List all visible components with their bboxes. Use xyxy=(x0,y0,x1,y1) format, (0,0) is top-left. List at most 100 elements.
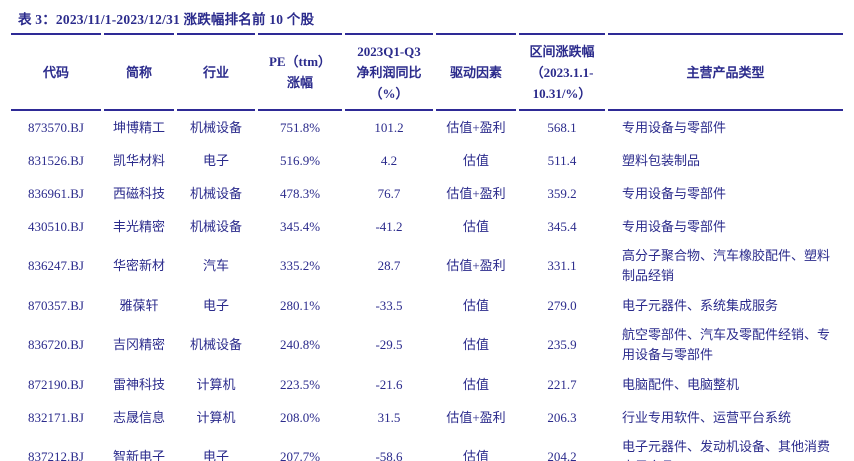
table-body: 873570.BJ 坤博精工 机械设备 751.8% 101.2 估值+盈利 568.1 专用… xyxy=(11,111,843,461)
cell-products: 行业专用软件、运营平台系统 xyxy=(622,409,792,425)
column-header-line: 10.31/%） xyxy=(532,85,592,101)
cell-pe_change: 345.4% xyxy=(279,218,321,234)
column-header-industry: 行业 xyxy=(177,33,255,111)
cell-driver: 估值+盈利 xyxy=(446,258,506,273)
cell-range_change: 511.4 xyxy=(547,152,577,168)
stock-row: 837212.BJ 智新电子 电子 207.7% -58.6 估值 204.2 电子元器件、发… xyxy=(11,434,843,461)
cell-range_change: 206.3 xyxy=(547,409,577,425)
cell-pe_change: 335.2% xyxy=(279,258,321,273)
cell-products: 专用设备与零部件 xyxy=(622,119,727,135)
cell-name: 雅葆轩 xyxy=(119,297,159,313)
cell-products: 专用设备与零部件 xyxy=(622,218,727,234)
cell-code: 837212.BJ xyxy=(11,434,101,461)
cell-profit_yoy: -21.6 xyxy=(375,376,403,392)
cell-industry: 电子 xyxy=(202,152,229,168)
column-header-line: （2023.1.1- xyxy=(530,64,594,80)
cell-profit_yoy: 76.7 xyxy=(377,185,401,201)
cell-pe_change: 516.9% xyxy=(279,152,321,168)
cell-industry: 机械设备 xyxy=(189,337,242,352)
column-header-products: 主营产品类型 xyxy=(608,33,843,111)
cell-code: 836247.BJ xyxy=(28,258,84,273)
cell-code: 836720.BJ xyxy=(28,337,84,352)
cell-profit_yoy: -33.5 xyxy=(375,297,403,313)
column-header-code: 代码 xyxy=(11,33,101,111)
cell-code: 873570.BJ xyxy=(28,119,84,135)
stock-row: 836961.BJ 西磁科技 机械设备 478.3% 76.7 估值+盈利 359.2 专用设… xyxy=(11,177,843,210)
cell-industry: 机械设备 xyxy=(189,218,242,234)
cell-range_change: 204.2 xyxy=(519,434,605,461)
cell-code: 870357.BJ xyxy=(28,297,84,313)
cell-industry: 计算机 xyxy=(196,376,236,392)
cell-range_change: 235.9 xyxy=(547,337,577,352)
column-header-line: PE（ttm） xyxy=(268,54,332,69)
cell-profit_yoy: 31.5 xyxy=(377,409,401,425)
cell-code: 832171.BJ xyxy=(28,409,84,425)
cell-pe_change: 751.8% xyxy=(279,119,321,135)
cell-driver: 估值 xyxy=(436,434,516,461)
header-row: 代码 简称 行业 PE（ttm） 涨幅 2023Q1-Q3 净利润同比 （%） 驱动因素 区间涨跌… xyxy=(11,33,843,111)
top-gainers-table: 代码 简称 行业 PE（ttm） 涨幅 2023Q1-Q3 净利润同比 （%） 驱动因素 区间涨跌… xyxy=(8,33,846,461)
column-header-line: （%） xyxy=(369,85,409,101)
cell-products: 电子元器件、系统集成服务 xyxy=(622,297,779,313)
cell-range_change: 279.0 xyxy=(547,297,577,313)
cell-profit_yoy: 4.2 xyxy=(380,152,398,168)
column-header-line: 区间涨跌幅 xyxy=(529,43,595,59)
cell-driver: 估值 xyxy=(462,218,489,234)
column-header-line: 涨幅 xyxy=(286,75,313,90)
column-header-range_change: 区间涨跌幅 （2023.1.1- 10.31/%） xyxy=(519,33,605,111)
cell-name: 丰光精密 xyxy=(112,218,165,234)
cell-industry: 汽车 xyxy=(202,258,229,273)
cell-pe_change: 207.7% xyxy=(258,434,342,461)
cell-name: 坤博精工 xyxy=(112,119,165,135)
column-header-line: 主营产品类型 xyxy=(686,64,765,80)
cell-pe_change: 240.8% xyxy=(279,337,321,352)
column-header-profit_yoy: 2023Q1-Q3 净利润同比 （%） xyxy=(345,33,433,111)
cell-driver: 估值 xyxy=(462,297,489,313)
stock-row: 430510.BJ 丰光精密 机械设备 345.4% -41.2 估值 345.4 专用设备与… xyxy=(11,210,843,243)
cell-name: 凯华材料 xyxy=(112,152,165,168)
cell-driver: 估值+盈利 xyxy=(446,119,506,135)
column-header-line: 代码 xyxy=(42,64,69,80)
stock-row: 836247.BJ 华密新材 汽车 335.2% 28.7 估值+盈利 331.1 高分子聚合… xyxy=(11,243,843,289)
cell-products: 专用设备与零部件 xyxy=(622,185,727,201)
column-header-pe_change: PE（ttm） 涨幅 xyxy=(258,33,342,111)
table-title: 表 3：2023/11/1-2023/12/31 涨跌幅排名前 10 个股 xyxy=(18,12,315,27)
cell-name: 吉冈精密 xyxy=(112,337,165,352)
column-header-line: 2023Q1-Q3 xyxy=(357,43,421,59)
cell-code: 872190.BJ xyxy=(28,376,84,392)
stock-row: 873570.BJ 坤博精工 机械设备 751.8% 101.2 估值+盈利 568.1 专用… xyxy=(11,111,843,144)
cell-code: 430510.BJ xyxy=(28,218,84,234)
cell-driver: 估值 xyxy=(462,152,489,168)
cell-industry: 机械设备 xyxy=(189,119,242,135)
cell-products: 高分子聚合物、汽车橡胶配件、塑料制品经销 xyxy=(622,248,831,283)
cell-range_change: 331.1 xyxy=(547,258,577,273)
cell-range_change: 568.1 xyxy=(547,119,577,135)
cell-name: 志晟信息 xyxy=(112,409,165,425)
stock-row: 836720.BJ 吉冈精密 机械设备 240.8% -29.5 估值 235.9 航空零部件… xyxy=(11,322,843,368)
cell-range_change: 359.2 xyxy=(547,185,577,201)
cell-industry: 机械设备 xyxy=(189,185,242,201)
column-header-line: 驱动因素 xyxy=(449,64,502,80)
cell-name: 华密新材 xyxy=(112,258,165,273)
column-header-driver: 驱动因素 xyxy=(436,33,516,111)
cell-name: 智新电子 xyxy=(104,434,174,461)
cell-industry: 电子 xyxy=(177,434,255,461)
column-header-line: 简称 xyxy=(125,64,152,80)
cell-driver: 估值 xyxy=(462,376,489,392)
cell-profit_yoy: -58.6 xyxy=(345,434,433,461)
cell-profit_yoy: 101.2 xyxy=(374,119,404,135)
cell-industry: 计算机 xyxy=(196,409,236,425)
cell-name: 雷神科技 xyxy=(112,376,165,392)
cell-pe_change: 208.0% xyxy=(279,409,321,425)
cell-driver: 估值 xyxy=(462,337,489,352)
table-header-row: 代码 简称 行业 PE（ttm） 涨幅 2023Q1-Q3 净利润同比 （%） 驱动因素 区间涨跌… xyxy=(11,33,843,111)
cell-products: 电子元器件、发动机设备、其他消费电子产品 xyxy=(608,434,843,461)
cell-products: 航空零部件、汽车及零配件经销、专用设备与零部件 xyxy=(622,327,831,362)
cell-profit_yoy: -41.2 xyxy=(375,218,403,234)
stock-row: 832171.BJ 志晟信息 计算机 208.0% 31.5 估值+盈利 206.3 行业专用… xyxy=(11,401,843,434)
cell-code: 836961.BJ xyxy=(28,185,84,201)
column-header-line: 行业 xyxy=(202,64,229,80)
cell-name: 西磁科技 xyxy=(112,185,165,201)
cell-profit_yoy: 28.7 xyxy=(377,258,401,273)
cell-range_change: 345.4 xyxy=(547,218,577,234)
